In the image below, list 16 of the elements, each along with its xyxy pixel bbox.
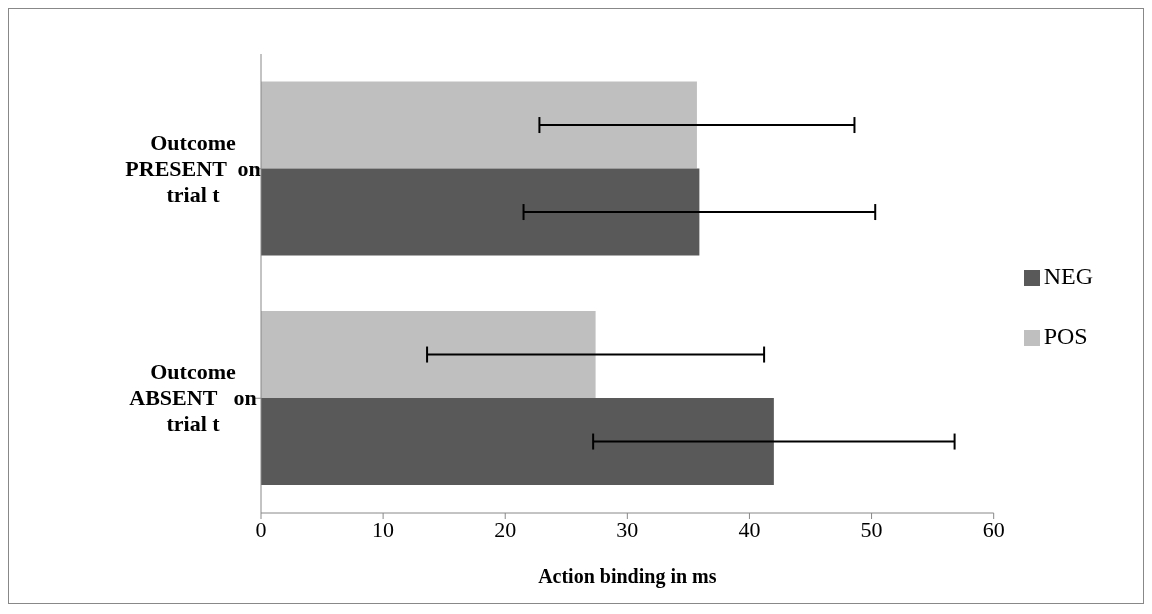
bar xyxy=(261,81,697,169)
x-tick-label: 0 xyxy=(255,516,267,542)
y-tick-label: Outcome ABSENT on trial t xyxy=(129,359,257,437)
bar xyxy=(261,398,774,486)
x-axis-title: Action binding in ms xyxy=(538,565,717,588)
legend-label: POS xyxy=(1043,323,1088,349)
y-tick-label: Outcome PRESENT on trial t xyxy=(125,129,261,207)
x-tick-label: 50 xyxy=(860,516,883,542)
x-tick-label: 30 xyxy=(616,516,639,542)
x-tick-label: 60 xyxy=(982,516,1005,542)
x-tick-label: 40 xyxy=(738,516,761,542)
bar xyxy=(261,168,700,256)
x-tick-label: 20 xyxy=(494,516,517,542)
x-tick-label: 10 xyxy=(372,516,395,542)
legend-label: NEG xyxy=(1043,263,1093,289)
bar xyxy=(261,311,596,399)
